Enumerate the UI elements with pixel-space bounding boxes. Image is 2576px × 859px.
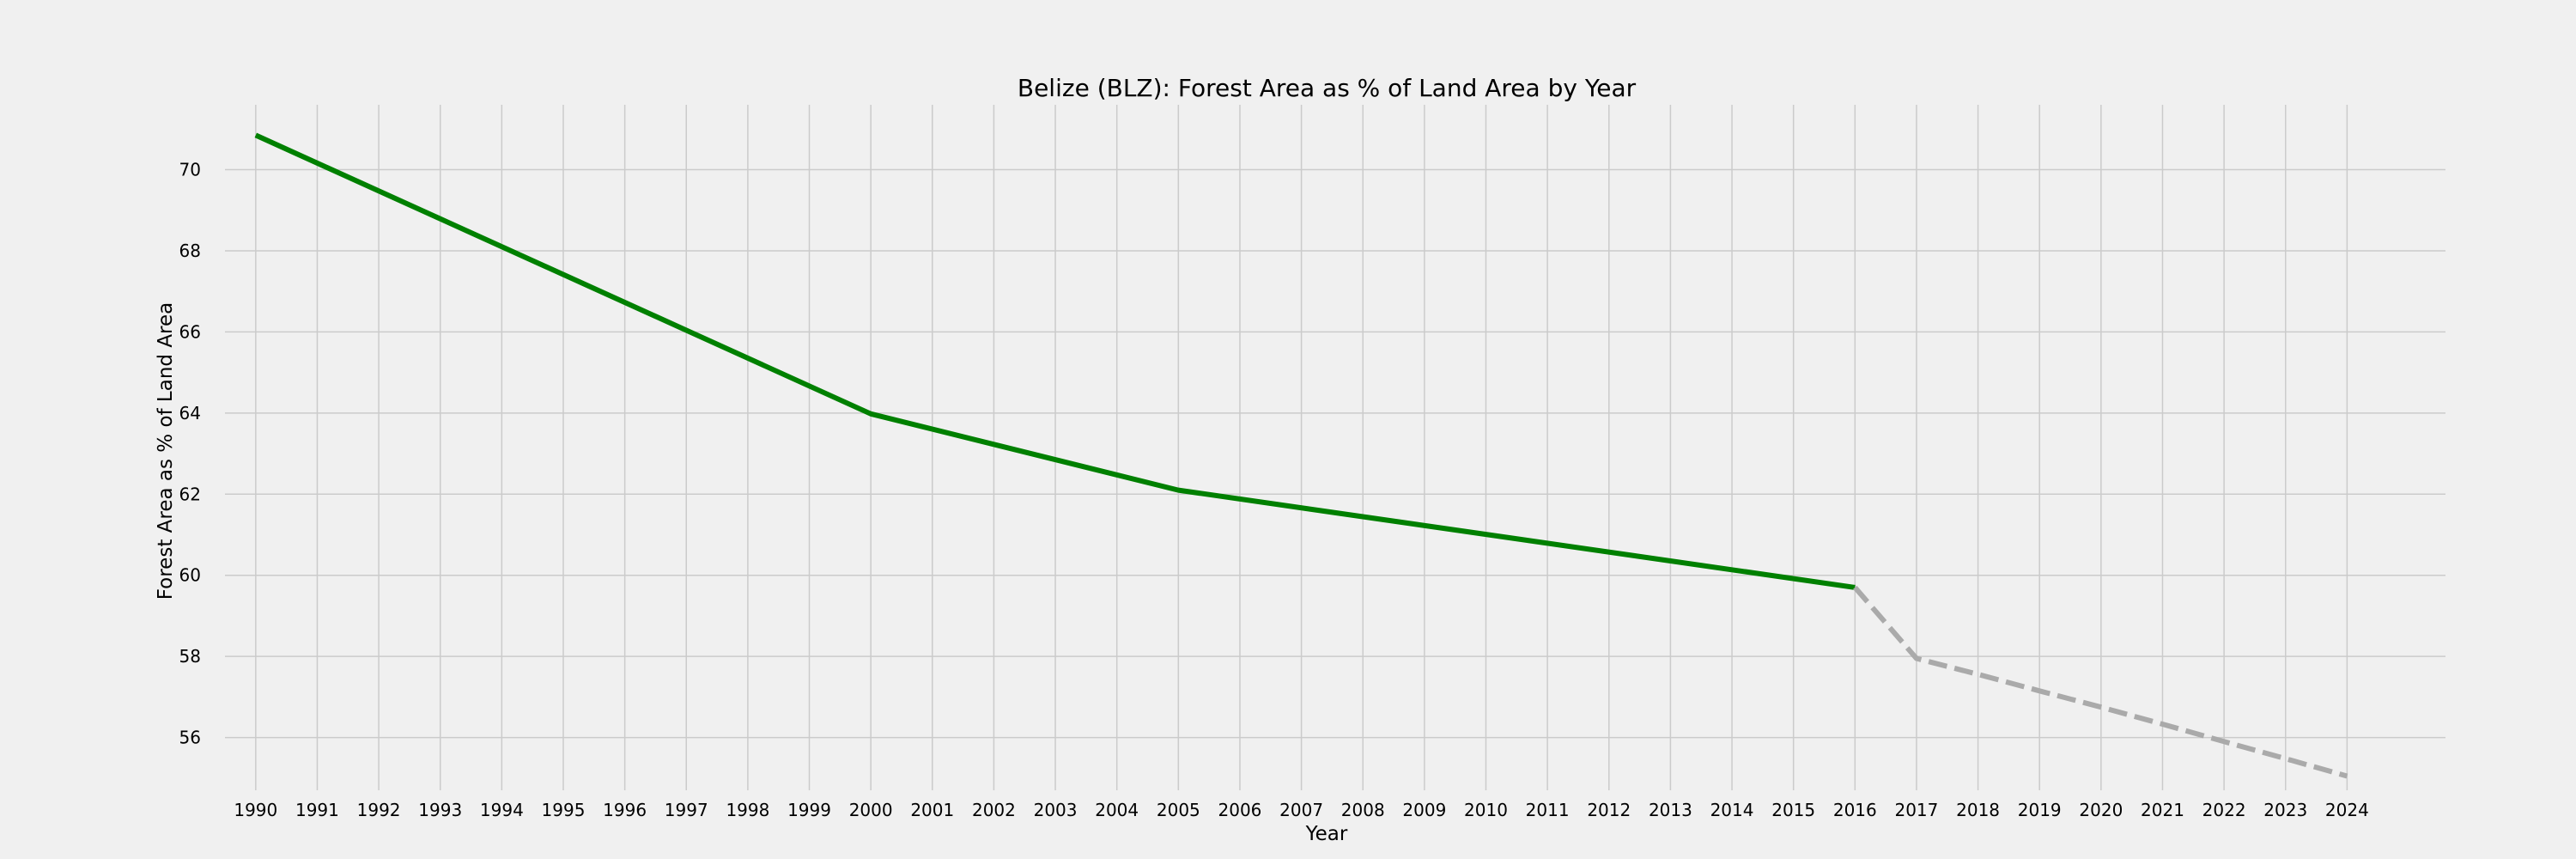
x-tick-label: 2013 — [1649, 800, 1692, 820]
y-tick-label: 58 — [179, 646, 201, 667]
x-tick-label: 2015 — [1771, 800, 1815, 820]
x-tick-label: 2006 — [1218, 800, 1262, 820]
x-tick-label: 2020 — [2079, 800, 2123, 820]
x-tick-label: 1995 — [542, 800, 586, 820]
x-tick-label: 2004 — [1095, 800, 1139, 820]
x-tick-label: 2008 — [1341, 800, 1385, 820]
x-tick-label: 1990 — [234, 800, 277, 820]
chart-title: Belize (BLZ): Forest Area as % of Land A… — [1018, 74, 1637, 102]
x-tick-label: 2014 — [1710, 800, 1754, 820]
x-tick-label: 2021 — [2141, 800, 2184, 820]
x-tick-label: 2023 — [2263, 800, 2307, 820]
x-tick-label: 2009 — [1402, 800, 1446, 820]
x-tick-label: 2011 — [1526, 800, 1570, 820]
x-tick-label: 2019 — [2018, 800, 2062, 820]
x-tick-label: 2024 — [2325, 800, 2369, 820]
y-tick-label: 60 — [179, 565, 201, 586]
y-tick-label: 62 — [179, 484, 201, 504]
series-lines — [254, 132, 2348, 779]
x-tick-label: 1992 — [357, 800, 401, 820]
y-axis-ticks: 56 58 60 62 64 66 68 70 — [179, 160, 201, 748]
x-tick-label: 2017 — [1894, 800, 1938, 820]
x-axis-label: Year — [1305, 823, 1348, 845]
x-tick-label: 2000 — [849, 800, 893, 820]
x-tick-label: 1991 — [295, 800, 339, 820]
x-tick-label: 2003 — [1034, 800, 1078, 820]
y-tick-label: 66 — [179, 321, 201, 342]
x-tick-label: 1998 — [726, 800, 769, 820]
x-tick-label: 1997 — [665, 800, 708, 820]
x-tick-label: 2012 — [1587, 800, 1631, 820]
x-tick-label: 2022 — [2202, 800, 2246, 820]
x-tick-label: 2010 — [1464, 800, 1508, 820]
x-tick-label: 1999 — [787, 800, 831, 820]
x-tick-label: 1996 — [603, 800, 647, 820]
x-tick-label: 2002 — [972, 800, 1016, 820]
x-tick-label: 2005 — [1157, 800, 1200, 820]
x-tick-label: 2001 — [910, 800, 954, 820]
projected-series-line — [1853, 585, 2348, 779]
y-axis-label: Forest Area as % of Land Area — [155, 302, 177, 600]
x-tick-label: 2018 — [1956, 800, 2000, 820]
y-tick-label: 68 — [179, 241, 201, 261]
grid-lines — [225, 105, 2445, 790]
x-tick-label: 1993 — [418, 800, 462, 820]
y-tick-label: 64 — [179, 403, 201, 423]
y-tick-label: 56 — [179, 728, 201, 748]
x-axis-ticks: 1990 1991 1992 1993 1994 1995 1996 1997 1998 1999… — [234, 800, 2368, 820]
y-tick-label: 70 — [179, 160, 201, 180]
x-tick-label: 2016 — [1833, 800, 1877, 820]
x-tick-label: 2007 — [1279, 800, 1323, 820]
actual-series-line — [254, 132, 1856, 590]
x-tick-label: 1994 — [480, 800, 524, 820]
